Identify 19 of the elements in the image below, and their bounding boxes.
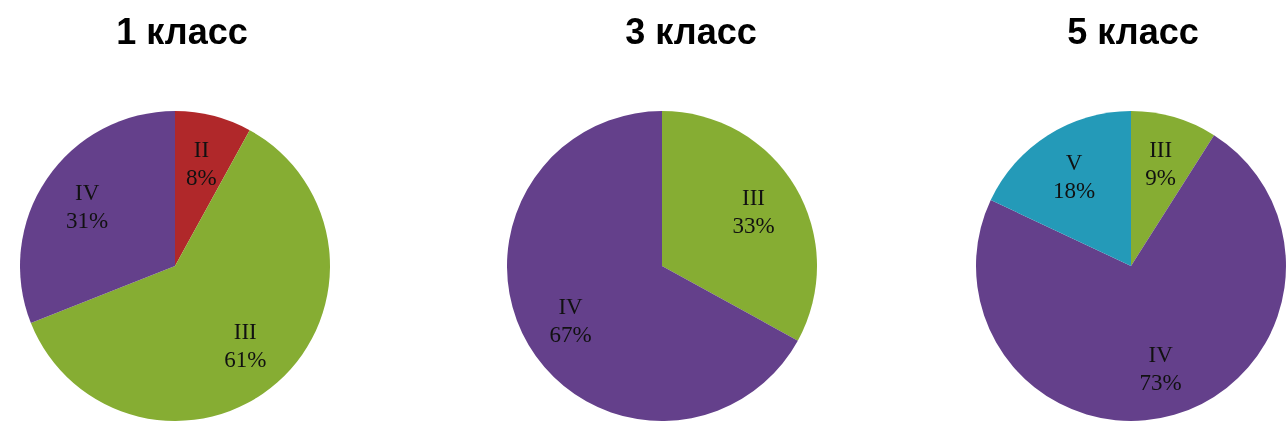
chart-title: 5 класс xyxy=(1067,10,1199,52)
data-label: 18% xyxy=(1052,177,1096,203)
data-label: 33% xyxy=(732,213,775,239)
slice-label: V xyxy=(1065,149,1083,175)
data-label: 67% xyxy=(549,321,592,347)
slice-label: IV xyxy=(558,293,584,319)
chart-title: 1 класс xyxy=(116,10,248,52)
slice-label: IV xyxy=(1148,341,1174,367)
data-label: 61% xyxy=(224,347,267,373)
data-label: 31% xyxy=(66,207,109,233)
slice-label: IV xyxy=(74,179,100,205)
data-label: 73% xyxy=(1139,369,1182,395)
data-label: 9% xyxy=(1145,165,1176,191)
slice-label: II xyxy=(193,136,210,162)
slice-label: III xyxy=(741,185,765,211)
data-label: 8% xyxy=(186,164,217,190)
slice-label: III xyxy=(1149,137,1173,163)
slice-label: III xyxy=(233,319,257,345)
chart-title: 3 класс xyxy=(625,10,757,52)
